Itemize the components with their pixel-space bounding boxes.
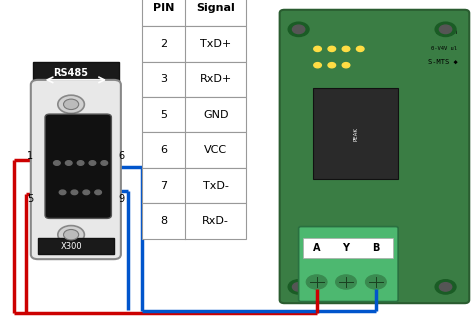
Text: Signal: Signal <box>196 3 235 13</box>
FancyBboxPatch shape <box>31 80 121 259</box>
Text: GND: GND <box>203 110 228 120</box>
Circle shape <box>58 226 84 244</box>
Circle shape <box>336 275 356 289</box>
Circle shape <box>292 25 305 34</box>
Text: 6: 6 <box>160 145 167 155</box>
Circle shape <box>288 280 309 294</box>
Text: 7: 7 <box>160 181 167 191</box>
Circle shape <box>314 63 321 68</box>
Text: A: A <box>313 243 320 253</box>
Bar <box>303 238 393 258</box>
Text: X300: X300 <box>60 242 82 251</box>
Text: 2: 2 <box>160 39 167 49</box>
Text: PEAK: PEAK <box>353 127 358 141</box>
Circle shape <box>58 95 84 113</box>
Text: B: B <box>372 243 380 253</box>
Circle shape <box>59 190 66 195</box>
Bar <box>33 62 118 85</box>
Circle shape <box>356 46 364 52</box>
Text: 9: 9 <box>118 194 125 204</box>
Text: TxD+: TxD+ <box>200 39 231 49</box>
Circle shape <box>83 190 90 195</box>
FancyBboxPatch shape <box>280 10 469 303</box>
Circle shape <box>328 46 336 52</box>
FancyBboxPatch shape <box>45 114 111 218</box>
Circle shape <box>292 283 305 291</box>
Circle shape <box>101 161 108 165</box>
Bar <box>142 132 246 168</box>
Bar <box>142 203 246 239</box>
Text: 3: 3 <box>160 74 167 84</box>
Text: 8: 8 <box>160 216 167 226</box>
Bar <box>142 0 246 26</box>
Text: RxD-: RxD- <box>202 216 229 226</box>
Text: RS485: RS485 <box>54 68 89 78</box>
Bar <box>142 168 246 203</box>
Circle shape <box>71 190 78 195</box>
Text: VCC: VCC <box>204 145 227 155</box>
Circle shape <box>77 161 84 165</box>
Text: 1: 1 <box>27 152 33 161</box>
Text: 5: 5 <box>27 194 33 204</box>
Text: 6: 6 <box>118 152 125 161</box>
Circle shape <box>95 190 101 195</box>
Circle shape <box>64 99 79 110</box>
Circle shape <box>89 161 96 165</box>
Circle shape <box>65 161 72 165</box>
Bar <box>142 26 246 62</box>
Text: PIN: PIN <box>153 3 174 13</box>
Bar <box>142 97 246 132</box>
Text: TxD-: TxD- <box>203 181 228 191</box>
Text: S-MTS ◆: S-MTS ◆ <box>428 59 457 65</box>
Bar <box>142 62 246 97</box>
Circle shape <box>342 46 350 52</box>
Bar <box>313 88 398 179</box>
Text: RxD+: RxD+ <box>200 74 232 84</box>
Text: 5: 5 <box>160 110 167 120</box>
Circle shape <box>435 280 456 294</box>
Circle shape <box>439 25 452 34</box>
Text: Ei 6h: Ei 6h <box>436 29 457 35</box>
Circle shape <box>288 22 309 37</box>
Bar <box>38 238 114 254</box>
Circle shape <box>328 63 336 68</box>
Circle shape <box>342 63 350 68</box>
Circle shape <box>54 161 60 165</box>
Text: Y: Y <box>343 243 349 253</box>
Circle shape <box>439 283 452 291</box>
Circle shape <box>306 275 327 289</box>
Circle shape <box>64 230 79 240</box>
Circle shape <box>435 22 456 37</box>
Text: 0-V4V ul: 0-V4V ul <box>431 46 457 51</box>
FancyBboxPatch shape <box>299 227 398 302</box>
Circle shape <box>314 46 321 52</box>
Circle shape <box>365 275 386 289</box>
